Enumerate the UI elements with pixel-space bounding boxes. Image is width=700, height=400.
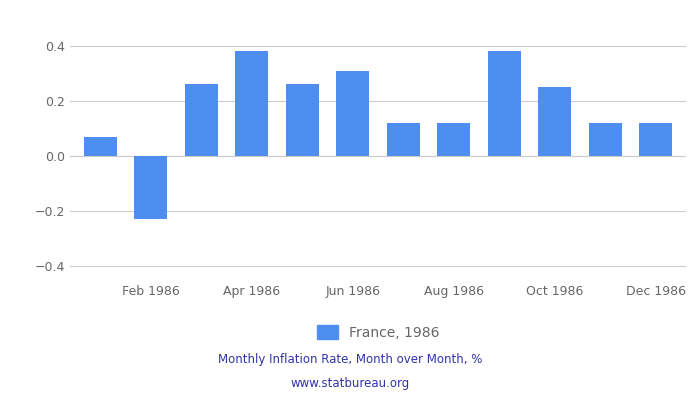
Bar	[639, 123, 672, 156]
Bar	[488, 51, 521, 156]
Bar	[387, 123, 420, 156]
Bar	[134, 156, 167, 219]
Bar	[589, 123, 622, 156]
Bar	[84, 137, 117, 156]
Legend: France, 1986: France, 1986	[312, 319, 444, 345]
Bar	[185, 84, 218, 156]
Bar	[286, 84, 318, 156]
Text: Monthly Inflation Rate, Month over Month, %: Monthly Inflation Rate, Month over Month…	[218, 354, 482, 366]
Bar	[438, 123, 470, 156]
Bar	[336, 70, 369, 156]
Text: www.statbureau.org: www.statbureau.org	[290, 378, 410, 390]
Bar	[235, 51, 268, 156]
Bar	[538, 87, 571, 156]
